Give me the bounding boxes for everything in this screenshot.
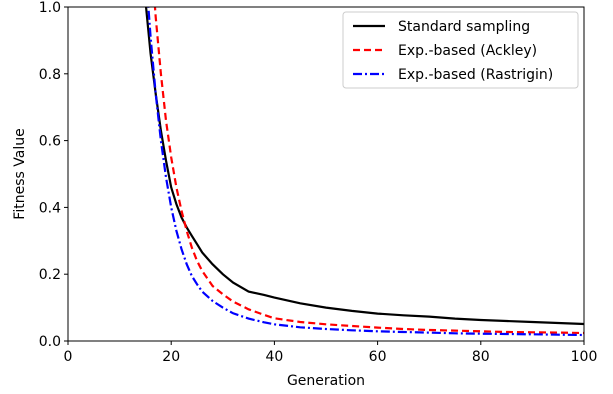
y-tick-label: 1.0 xyxy=(39,0,61,16)
y-axis-label: Fitness Value xyxy=(12,128,28,219)
legend-label-1: Exp.-based (Ackley) xyxy=(398,43,537,59)
y-tick-label: 0.2 xyxy=(39,267,61,283)
x-tick-label: 0 xyxy=(64,349,73,365)
legend: Standard sampling Exp.-based (Ackley) Exp.… xyxy=(342,11,579,89)
x-tick-label: 100 xyxy=(571,349,598,365)
y-tick-label: 0.8 xyxy=(39,67,61,83)
legend-label-2: Exp.-based (Rastrigin) xyxy=(398,67,553,83)
y-tick-label: 0.0 xyxy=(39,334,61,350)
series-layer xyxy=(144,7,584,337)
x-axis-label: Generation xyxy=(287,373,365,389)
legend-box xyxy=(342,11,579,89)
y-tick-label: 0.4 xyxy=(39,200,61,216)
y-tick-label: 0.6 xyxy=(39,134,61,150)
legend-label-0: Standard sampling xyxy=(398,19,530,35)
x-tick-label: 60 xyxy=(369,349,387,365)
x-tick-label: 80 xyxy=(472,349,490,365)
ticks-layer: 0 20 40 60 80 100 0.0 0.2 0.4 0.6 0.8 1.0 xyxy=(39,0,598,365)
plot-frame xyxy=(67,6,585,342)
series-line-1 xyxy=(153,7,584,335)
series-line-0 xyxy=(144,7,584,326)
x-tick-label: 20 xyxy=(162,349,180,365)
series-line-2 xyxy=(147,7,584,337)
x-tick-label: 40 xyxy=(265,349,283,365)
